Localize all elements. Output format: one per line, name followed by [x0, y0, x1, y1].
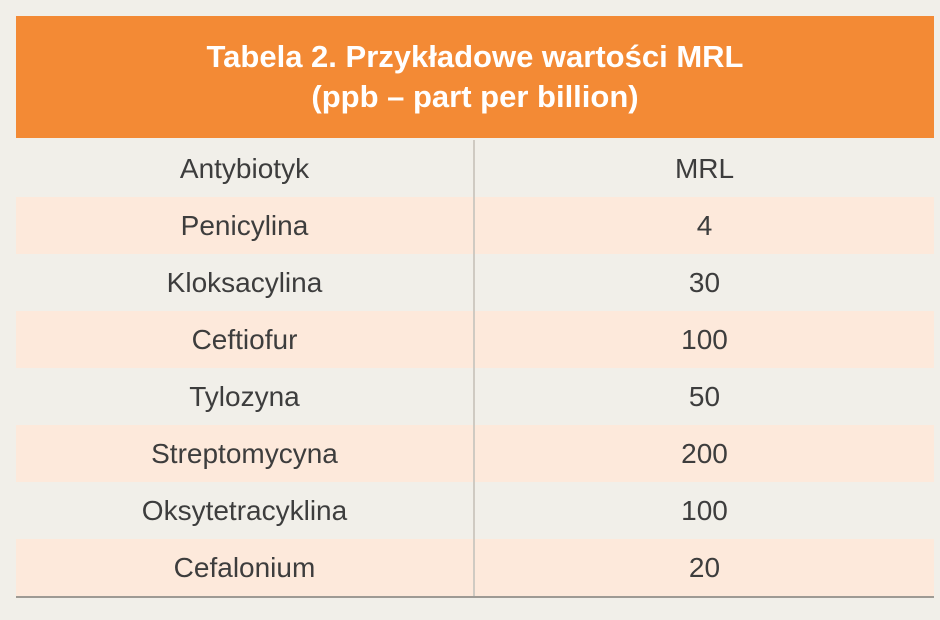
table-row: Tylozyna 50 [16, 368, 934, 425]
mrl-cell: 20 [688, 551, 721, 583]
antibiotic-cell: Kloksacylina [16, 254, 475, 311]
bottom-divider [16, 596, 934, 598]
antibiotic-cell: Penicylina [16, 197, 475, 254]
column-header-mrl: MRL [674, 152, 735, 184]
table-row: Oksytetracyklina 100 [16, 482, 934, 539]
mrl-table: Tabela 2. Przykładowe wartości MRL (ppb … [16, 16, 934, 598]
table-title-line-2: (ppb – part per billion) [311, 79, 639, 114]
antibiotic-cell: Streptomycyna [16, 425, 475, 482]
table-body: Antybiotyk MRL Penicylina 4 Kloksacylina… [16, 140, 934, 596]
antibiotic-cell: Tylozyna [16, 368, 475, 425]
table-row: Cefalonium 20 [16, 539, 934, 596]
mrl-cell: 50 [688, 380, 721, 412]
table-row: Ceftiofur 100 [16, 311, 934, 368]
table-row: Streptomycyna 200 [16, 425, 934, 482]
mrl-cell: 100 [681, 494, 728, 526]
table-row: Penicylina 4 [16, 197, 934, 254]
column-header-antibiotic: Antybiotyk [16, 140, 475, 197]
mrl-cell: 30 [688, 266, 721, 298]
antibiotic-cell: Oksytetracyklina [16, 482, 475, 539]
table-header-row: Antybiotyk MRL [16, 140, 934, 197]
antibiotic-cell: Ceftiofur [16, 311, 475, 368]
mrl-cell: 100 [681, 323, 728, 355]
table-title: Tabela 2. Przykładowe wartości MRL (ppb … [16, 16, 934, 138]
table-title-line-1: Tabela 2. Przykładowe wartości MRL [206, 39, 744, 74]
antibiotic-cell: Cefalonium [16, 539, 475, 596]
mrl-cell: 200 [681, 437, 728, 469]
mrl-cell: 4 [696, 209, 713, 241]
table-row: Kloksacylina 30 [16, 254, 934, 311]
